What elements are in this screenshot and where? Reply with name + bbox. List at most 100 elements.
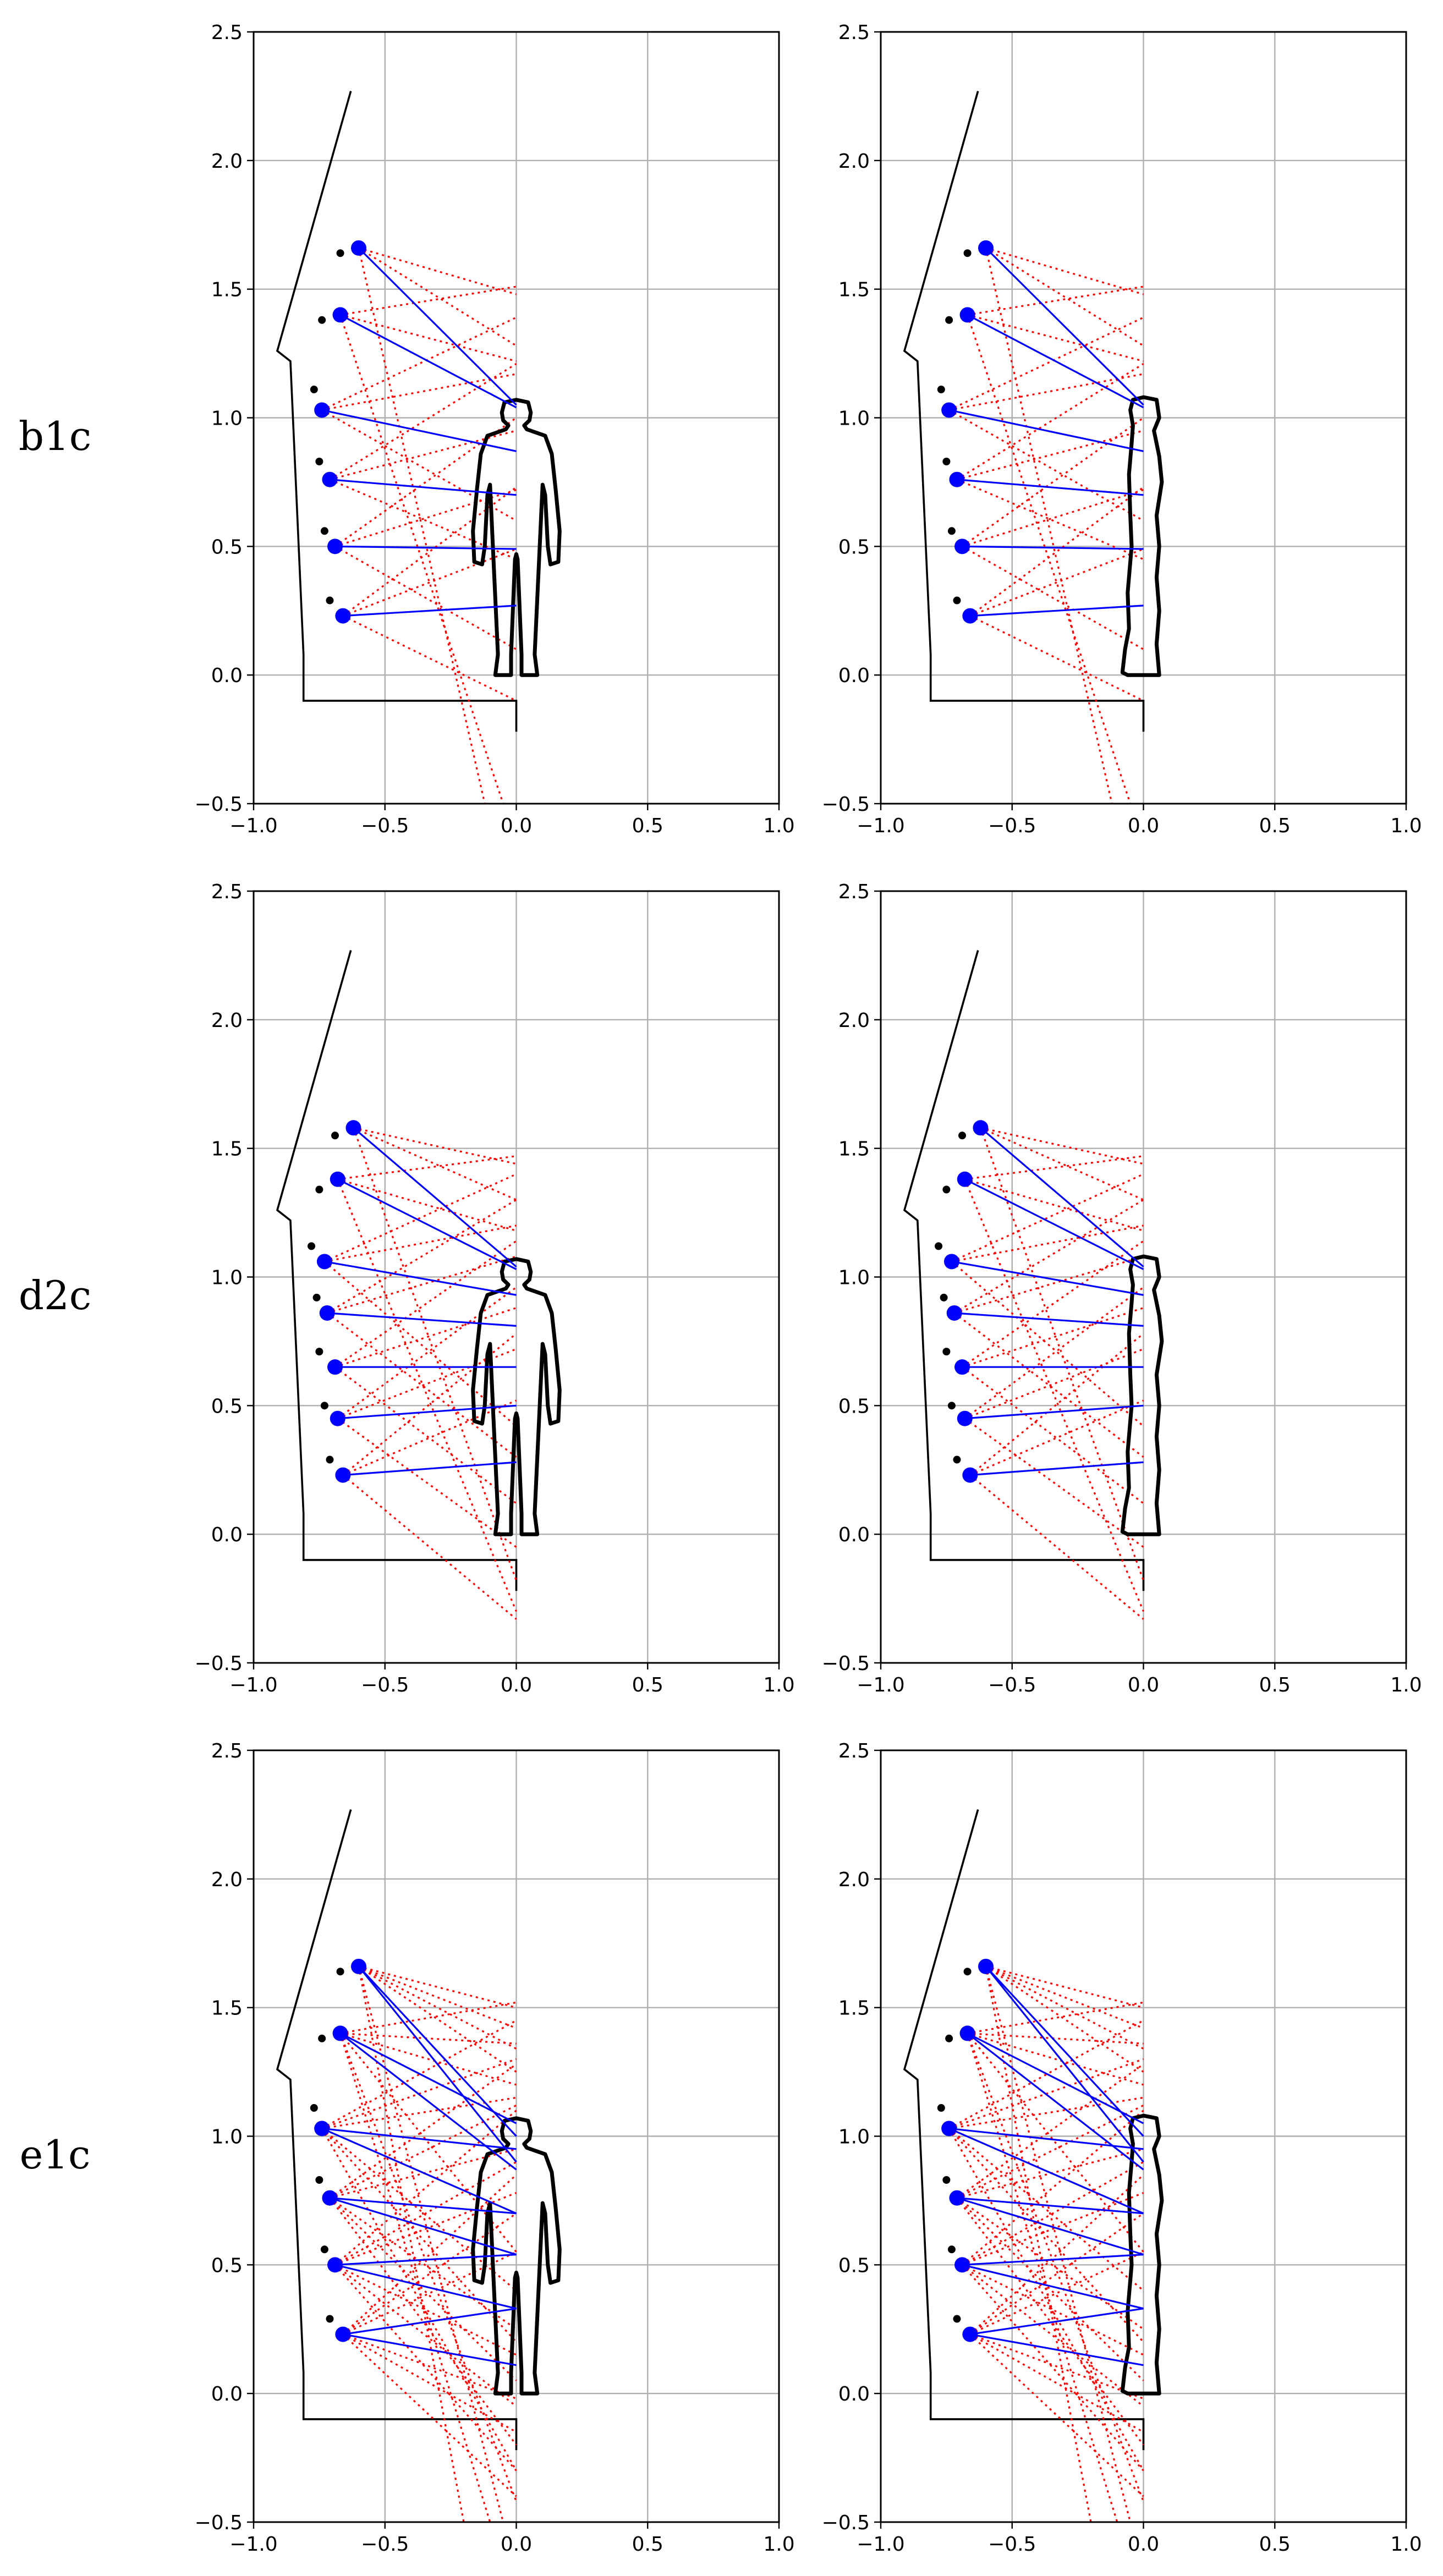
sensor-point — [322, 471, 338, 487]
x-tick-label: −0.5 — [361, 1674, 409, 1696]
sensor-point — [330, 1171, 345, 1187]
x-tick-label: 0.5 — [632, 1674, 663, 1696]
hit-ray — [967, 2033, 1144, 2171]
x-tick-label: 0.0 — [1128, 1674, 1159, 1696]
hit-ray — [962, 545, 1144, 550]
sensor-point — [327, 2257, 343, 2273]
miss-ray — [962, 1307, 1144, 1368]
miss-ray — [948, 2019, 1144, 2129]
y-tick-label: 0.0 — [838, 664, 870, 687]
sensor-point — [962, 1467, 978, 1483]
sensor-point — [954, 2257, 970, 2273]
y-tick-label: 1.0 — [211, 408, 243, 430]
miss-ray — [337, 1348, 517, 1420]
x-tick-label: 0.5 — [1259, 2533, 1291, 2556]
sensor-point — [316, 1254, 332, 1270]
sensor-point — [941, 2121, 957, 2136]
hit-ray — [957, 2197, 1144, 2256]
reference-dot — [331, 1132, 339, 1140]
miss-ray — [967, 314, 1132, 804]
y-tick-label: 2.5 — [838, 881, 870, 903]
y-tick-label: −0.5 — [822, 2512, 870, 2534]
sensor-point — [978, 1958, 994, 1974]
reference-dot — [310, 386, 318, 394]
y-tick-label: 1.5 — [211, 279, 243, 301]
x-tick-label: 0.0 — [501, 815, 532, 837]
hit-ray — [948, 409, 1144, 452]
hit-ray — [970, 2308, 1144, 2336]
reference-dot — [947, 1402, 956, 1410]
miss-ray — [339, 2033, 517, 2253]
sensor-point — [314, 2121, 330, 2136]
y-tick-label: 2.0 — [838, 1869, 870, 1891]
x-tick-label: 1.0 — [1390, 1674, 1422, 1696]
hit-ray — [954, 1312, 1144, 1327]
sensor-point — [946, 1305, 962, 1321]
reference-dot — [942, 458, 951, 466]
y-tick-label: 1.0 — [211, 1267, 243, 1289]
y-tick-label: 0.5 — [838, 536, 870, 558]
miss-ray — [352, 1127, 518, 1581]
miss-ray — [329, 2104, 517, 2199]
hit-ray — [358, 1965, 517, 2137]
miss-ray — [964, 1286, 1144, 1420]
miss-ray — [334, 1240, 517, 1368]
miss-ray — [967, 2033, 1144, 2502]
miss-ray — [326, 1199, 517, 1314]
miss-ray — [358, 1965, 517, 2029]
plot-area — [276, 91, 562, 804]
reference-dot — [958, 1132, 967, 1140]
miss-ray — [321, 2096, 517, 2130]
miss-ray — [967, 314, 1144, 362]
hit-ray — [339, 2033, 517, 2124]
sensor-point — [330, 1410, 345, 1426]
miss-ray — [962, 1366, 1144, 1504]
miss-ray — [964, 1418, 1144, 1548]
reference-dot — [953, 2315, 961, 2323]
miss-ray — [969, 1399, 1144, 1476]
wall-outline — [903, 91, 1145, 732]
miss-ray — [340, 2032, 517, 2086]
x-tick-label: −1.0 — [857, 2533, 904, 2556]
hit-ray — [321, 2127, 517, 2150]
row-label-3: e1c — [20, 2132, 91, 2178]
hit-ray — [339, 2033, 517, 2171]
y-tick-label: 2.5 — [211, 1740, 243, 1762]
miss-ray — [967, 2032, 1144, 2045]
miss-ray — [951, 1173, 1144, 1262]
sensor-point — [954, 1359, 970, 1375]
reference-dot — [308, 1242, 316, 1250]
reference-dot — [310, 2104, 318, 2112]
plot-area — [903, 950, 1164, 1620]
miss-ray — [985, 248, 1113, 804]
sensor-point — [957, 1410, 973, 1426]
miss-ray — [962, 2264, 1144, 2407]
reference-dot — [326, 1455, 334, 1464]
miss-ray — [330, 2148, 517, 2199]
reference-dot — [315, 458, 323, 466]
y-tick-label: 2.5 — [838, 1740, 870, 1762]
x-tick-label: −0.5 — [988, 1674, 1036, 1696]
reference-dot — [320, 2245, 328, 2254]
x-tick-label: 1.0 — [1390, 815, 1422, 837]
sensor-point — [335, 608, 351, 624]
miss-ray — [334, 1366, 517, 1504]
y-tick-label: 1.5 — [211, 1997, 243, 2020]
reference-dot — [336, 1968, 344, 1976]
sensor-point — [322, 2190, 338, 2206]
miss-ray — [342, 2251, 517, 2336]
sensor-point — [962, 2326, 978, 2342]
hit-ray — [337, 1178, 517, 1270]
x-tick-label: −0.5 — [361, 2533, 409, 2556]
miss-ray — [321, 2019, 517, 2129]
hit-ray — [358, 1965, 517, 2163]
hit-ray — [967, 2033, 1144, 2124]
y-tick-label: 1.5 — [838, 1138, 870, 1161]
miss-ray — [340, 314, 517, 362]
hit-ray — [967, 314, 1144, 409]
x-tick-label: −0.5 — [988, 815, 1036, 837]
reference-dot — [326, 2315, 334, 2323]
y-tick-label: 0.5 — [838, 1395, 870, 1418]
reference-dot — [953, 596, 961, 605]
